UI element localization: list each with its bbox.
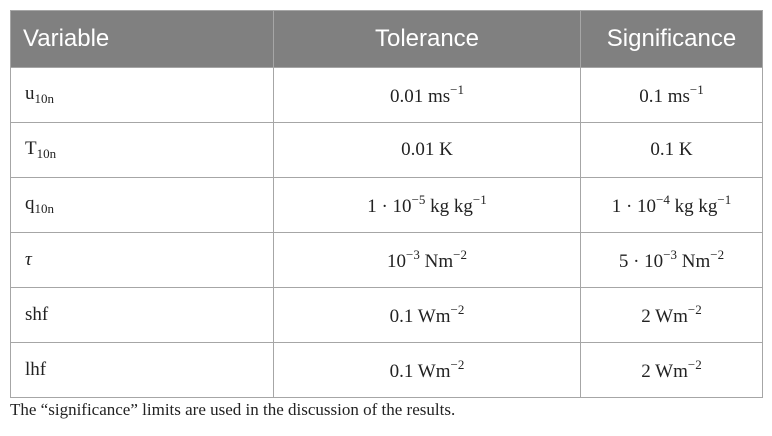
superscript: −1 [689, 82, 704, 97]
cell-text: 0.1 Wm [389, 306, 451, 327]
header-cell: Variable [10, 10, 274, 68]
table-row: u10n 0.01 ms−1 0.1 ms−1 [10, 67, 763, 123]
cell-text: 0.01 ms [389, 86, 451, 107]
superscript: −1 [450, 82, 465, 97]
table-cell: 0.1 Wm−2 [273, 342, 581, 398]
table-row: T10n 0.01 K 0.1 K [10, 122, 763, 178]
table-cell: q10n [10, 177, 274, 233]
table-cell: 10−3 Nm−2 [273, 232, 581, 288]
cell-text: T [25, 138, 37, 159]
table-cell: 0.1 K [580, 122, 763, 178]
table-cell: 2 Wm−2 [580, 287, 763, 343]
cell-text: 2 Wm [641, 306, 688, 327]
superscript: −2 [450, 302, 465, 317]
superscript: −3 [406, 247, 420, 262]
superscript: −2 [710, 247, 725, 262]
table-cell: 1 · 10−4 kg kg−1 [580, 177, 763, 233]
superscript: −5 [411, 192, 426, 207]
cell-text: Nm [419, 251, 454, 272]
subscript: 10n [34, 91, 55, 106]
cell-text: kg kg [425, 196, 473, 217]
table-cell: 1 · 10−5 kg kg−1 [273, 177, 581, 233]
table-cell: shf [10, 287, 274, 343]
cell-text: 5 · 10 [618, 251, 664, 272]
table-row: lhf 0.1 Wm−2 2 Wm−2 [10, 342, 763, 398]
table-cell: 0.1 ms−1 [580, 67, 763, 123]
header-cell: Significance [580, 10, 763, 68]
cell-text: 0.1 Wm [389, 361, 451, 382]
data-table: Variable Tolerance Significance u10n 0.01 m… [10, 10, 763, 398]
table-cell: 5 · 10−3 Nm−2 [580, 232, 763, 288]
cell-text: lhf [25, 359, 47, 380]
header-row: Variable Tolerance Significance [10, 10, 763, 68]
cell-text: 2 Wm [641, 361, 688, 382]
cell-text: 1 · 10 [611, 196, 657, 217]
cell-text: u [25, 83, 35, 104]
superscript: −1 [472, 192, 487, 207]
superscript: −1 [717, 192, 732, 207]
cell-text: 10 [387, 251, 407, 272]
superscript: −2 [687, 357, 702, 372]
subscript: 10n [36, 146, 57, 161]
superscript: −3 [663, 247, 678, 262]
header-cell: Tolerance [273, 10, 581, 68]
superscript: −4 [656, 192, 670, 207]
table-cell: lhf [10, 342, 274, 398]
table-cell: 0.01 K [273, 122, 581, 178]
table-cell: T10n [10, 122, 274, 178]
subscript: 10n [34, 201, 55, 216]
cell-text: 1 · 10 [367, 196, 412, 217]
table-cell: 2 Wm−2 [580, 342, 763, 398]
table-cell: u10n [10, 67, 274, 123]
caption: The “significance” limits are used in th… [10, 400, 456, 419]
table-cell: 0.1 Wm−2 [273, 287, 581, 343]
table-row: q10n 1 · 10−5 kg kg−1 1 · 10−4 kg kg−1 [10, 177, 763, 233]
cell-text: 0.1 K [650, 139, 693, 160]
superscript: −2 [687, 302, 702, 317]
cell-text: τ [25, 249, 32, 270]
table-row: τ 10−3 Nm−2 5 · 10−3 Nm−2 [10, 232, 763, 288]
superscript: −2 [453, 247, 467, 262]
cell-text: 0.1 ms [639, 86, 690, 107]
superscript: −2 [450, 357, 465, 372]
cell-text: kg kg [669, 196, 718, 217]
cell-text: shf [25, 304, 49, 325]
table-row: shf 0.1 Wm−2 2 Wm−2 [10, 287, 763, 343]
table-cell: 0.01 ms−1 [273, 67, 581, 123]
cell-text: Nm [677, 251, 711, 272]
table-cell: τ [10, 232, 274, 288]
cell-text: q [25, 193, 35, 214]
cell-text: 0.01 K [401, 139, 453, 160]
